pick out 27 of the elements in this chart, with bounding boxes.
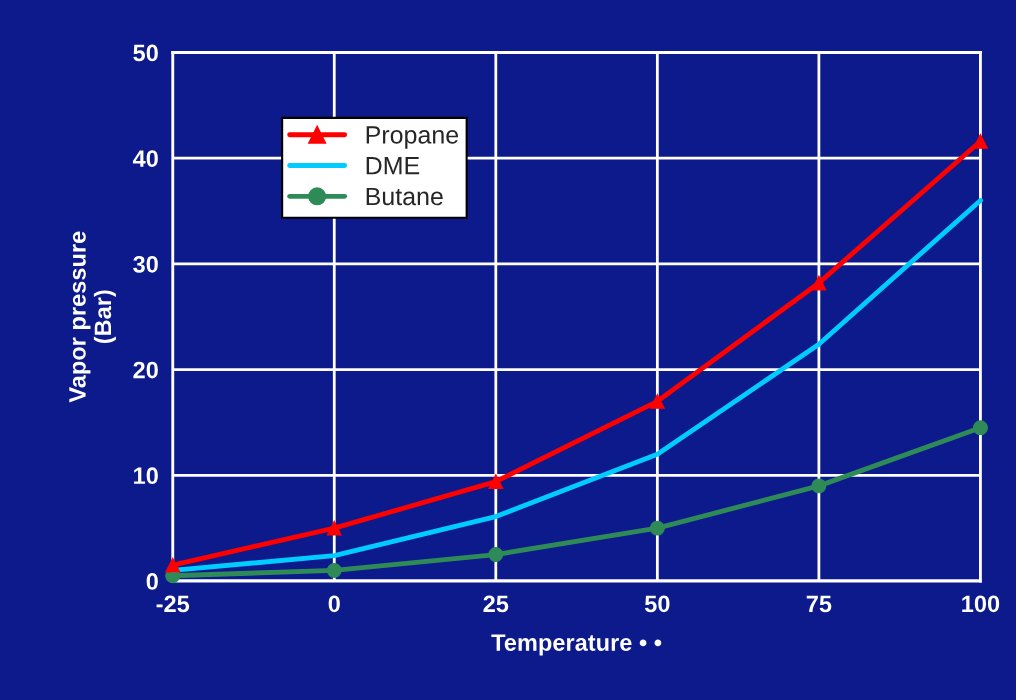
x-tick-label: 50 <box>644 595 670 613</box>
point <box>488 547 504 563</box>
y-tick-label: 30 <box>133 255 158 273</box>
y-tick-label: 50 <box>133 44 158 62</box>
point <box>972 420 988 436</box>
y-tick-label: 10 <box>134 467 158 485</box>
y-tick-label: 0 <box>146 573 158 590</box>
x-tick-label: 0 <box>328 595 340 613</box>
point <box>488 474 504 490</box>
legend-label: Butane <box>366 187 443 206</box>
x-tick-label: 25 <box>483 595 509 613</box>
y-tick-label: 20 <box>133 361 158 379</box>
x-tick-label: 75 <box>806 595 832 613</box>
legend-label: DME <box>366 157 420 175</box>
point <box>326 520 342 536</box>
x-axis-title: Temperature • • <box>491 634 662 656</box>
x-tick-label: 100 <box>962 595 1000 613</box>
point <box>326 562 342 578</box>
point <box>649 520 665 536</box>
point <box>811 275 827 291</box>
point <box>811 478 827 494</box>
x-tick-label: -25 <box>156 595 190 613</box>
y-axis-title: Vapor pressure (Bar) <box>69 231 116 403</box>
y-tick-label: 40 <box>132 150 158 167</box>
point <box>165 557 181 573</box>
point <box>649 393 665 409</box>
legend-label: Propane <box>366 126 459 149</box>
